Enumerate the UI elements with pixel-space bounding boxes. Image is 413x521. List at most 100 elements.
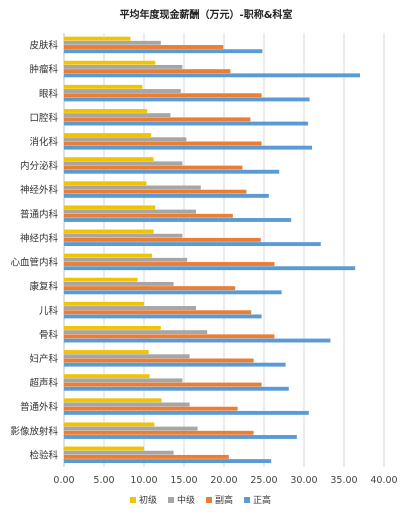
- category-label: 普通内科: [20, 208, 59, 220]
- bar: [64, 133, 152, 137]
- category-label: 普通外科: [20, 401, 59, 413]
- bar: [64, 358, 254, 363]
- bar: [64, 157, 154, 162]
- bar: [64, 330, 208, 335]
- bar: [64, 36, 131, 41]
- bar: [64, 350, 149, 354]
- bar: [64, 40, 161, 45]
- bar: [64, 406, 238, 411]
- chart-title: 平均年度现金薪酬（万元）-职称&科室: [120, 8, 293, 21]
- bar: [64, 435, 297, 439]
- x-tick-label: 15.00: [170, 475, 197, 486]
- legend-swatch: [130, 497, 136, 503]
- bar: [64, 354, 190, 359]
- bar: [64, 181, 147, 186]
- bar: [64, 49, 263, 54]
- bar: [64, 185, 201, 190]
- bar: [64, 430, 254, 435]
- bar: [64, 218, 292, 222]
- bar: [64, 137, 187, 142]
- legend-label: 中级: [177, 494, 195, 506]
- category-label: 儿科: [39, 305, 59, 317]
- legend: 初级 中级 副高 正高: [130, 494, 271, 506]
- bar: [64, 205, 156, 210]
- category-labels: 皮肤科肿瘤科眼科口腔科消化科内分泌科神经外科普通内科神经内科心血管内科康复科儿科…: [10, 40, 58, 462]
- bar: [64, 459, 272, 464]
- bar: [64, 422, 155, 427]
- gridlines: [63, 33, 385, 467]
- x-tick-label: 35.00: [330, 475, 357, 486]
- bar: [64, 277, 138, 282]
- bar: [64, 209, 196, 214]
- bar: [64, 145, 312, 150]
- x-tick-label: 10.00: [130, 475, 157, 486]
- bar: [64, 213, 233, 218]
- bar: [64, 450, 174, 455]
- bar: [64, 446, 144, 451]
- bar: [64, 121, 308, 126]
- category-label: 超声科: [29, 377, 58, 389]
- bar: [64, 117, 251, 122]
- x-tick-label: 30.00: [290, 475, 317, 486]
- bar: [64, 253, 152, 258]
- bar: [64, 113, 171, 118]
- bar: [64, 60, 156, 65]
- legend-swatch: [244, 497, 250, 503]
- bar: [64, 161, 183, 166]
- bar: [64, 378, 183, 383]
- category-label: 皮肤科: [29, 40, 58, 52]
- bar: [64, 314, 262, 319]
- x-axis-ticks: 0.00 5.00 10.00 15.00 20.00 25.00 30.00 35.00 40…: [53, 475, 397, 486]
- category-label: 妇产科: [29, 353, 58, 365]
- legend-swatch: [206, 497, 212, 503]
- bar: [64, 262, 275, 266]
- category-label: 眼科: [39, 88, 59, 100]
- x-tick-label: 5.00: [93, 475, 114, 486]
- category-label: 康复科: [29, 281, 58, 293]
- bar: [64, 426, 198, 431]
- bar: [64, 257, 188, 262]
- bar: [64, 325, 161, 330]
- bar: [64, 362, 286, 367]
- bar: [64, 97, 310, 102]
- category-label: 消化科: [29, 136, 58, 148]
- bars: [64, 36, 360, 464]
- bar: [64, 242, 321, 247]
- category-label: 肿瘤科: [29, 64, 58, 76]
- bar: [64, 386, 289, 391]
- category-label: 神经外科: [20, 184, 59, 196]
- category-label: 口腔科: [29, 112, 58, 124]
- bar: [64, 290, 282, 295]
- category-label: 神经内科: [20, 232, 59, 244]
- bar: [64, 93, 262, 98]
- bar: [64, 193, 269, 198]
- bar: [64, 402, 190, 407]
- bar: [64, 64, 183, 69]
- bar: [64, 69, 231, 74]
- bar: [64, 45, 224, 49]
- bar: [64, 454, 229, 459]
- legend-label: 初级: [139, 494, 157, 506]
- bar: [64, 306, 196, 310]
- bar: [64, 382, 262, 387]
- category-label: 心血管内科: [10, 257, 58, 269]
- bar: [64, 169, 280, 174]
- x-tick-label: 0.00: [53, 475, 74, 486]
- bar: [64, 237, 261, 242]
- x-tick-label: 25.00: [250, 475, 277, 486]
- bar: [64, 338, 331, 343]
- bar: [64, 189, 247, 194]
- x-tick-label: 40.00: [370, 475, 397, 486]
- bar: [64, 410, 309, 415]
- bar: [64, 374, 150, 379]
- bar: [64, 84, 143, 89]
- x-tick-label: 20.00: [210, 475, 237, 486]
- legend-label: 正高: [253, 494, 271, 506]
- bar: [64, 281, 174, 286]
- category-label: 内分泌科: [20, 160, 59, 172]
- bar: [64, 301, 144, 306]
- bar: [64, 266, 356, 271]
- bar: [64, 398, 162, 403]
- category-label: 检验科: [29, 449, 58, 461]
